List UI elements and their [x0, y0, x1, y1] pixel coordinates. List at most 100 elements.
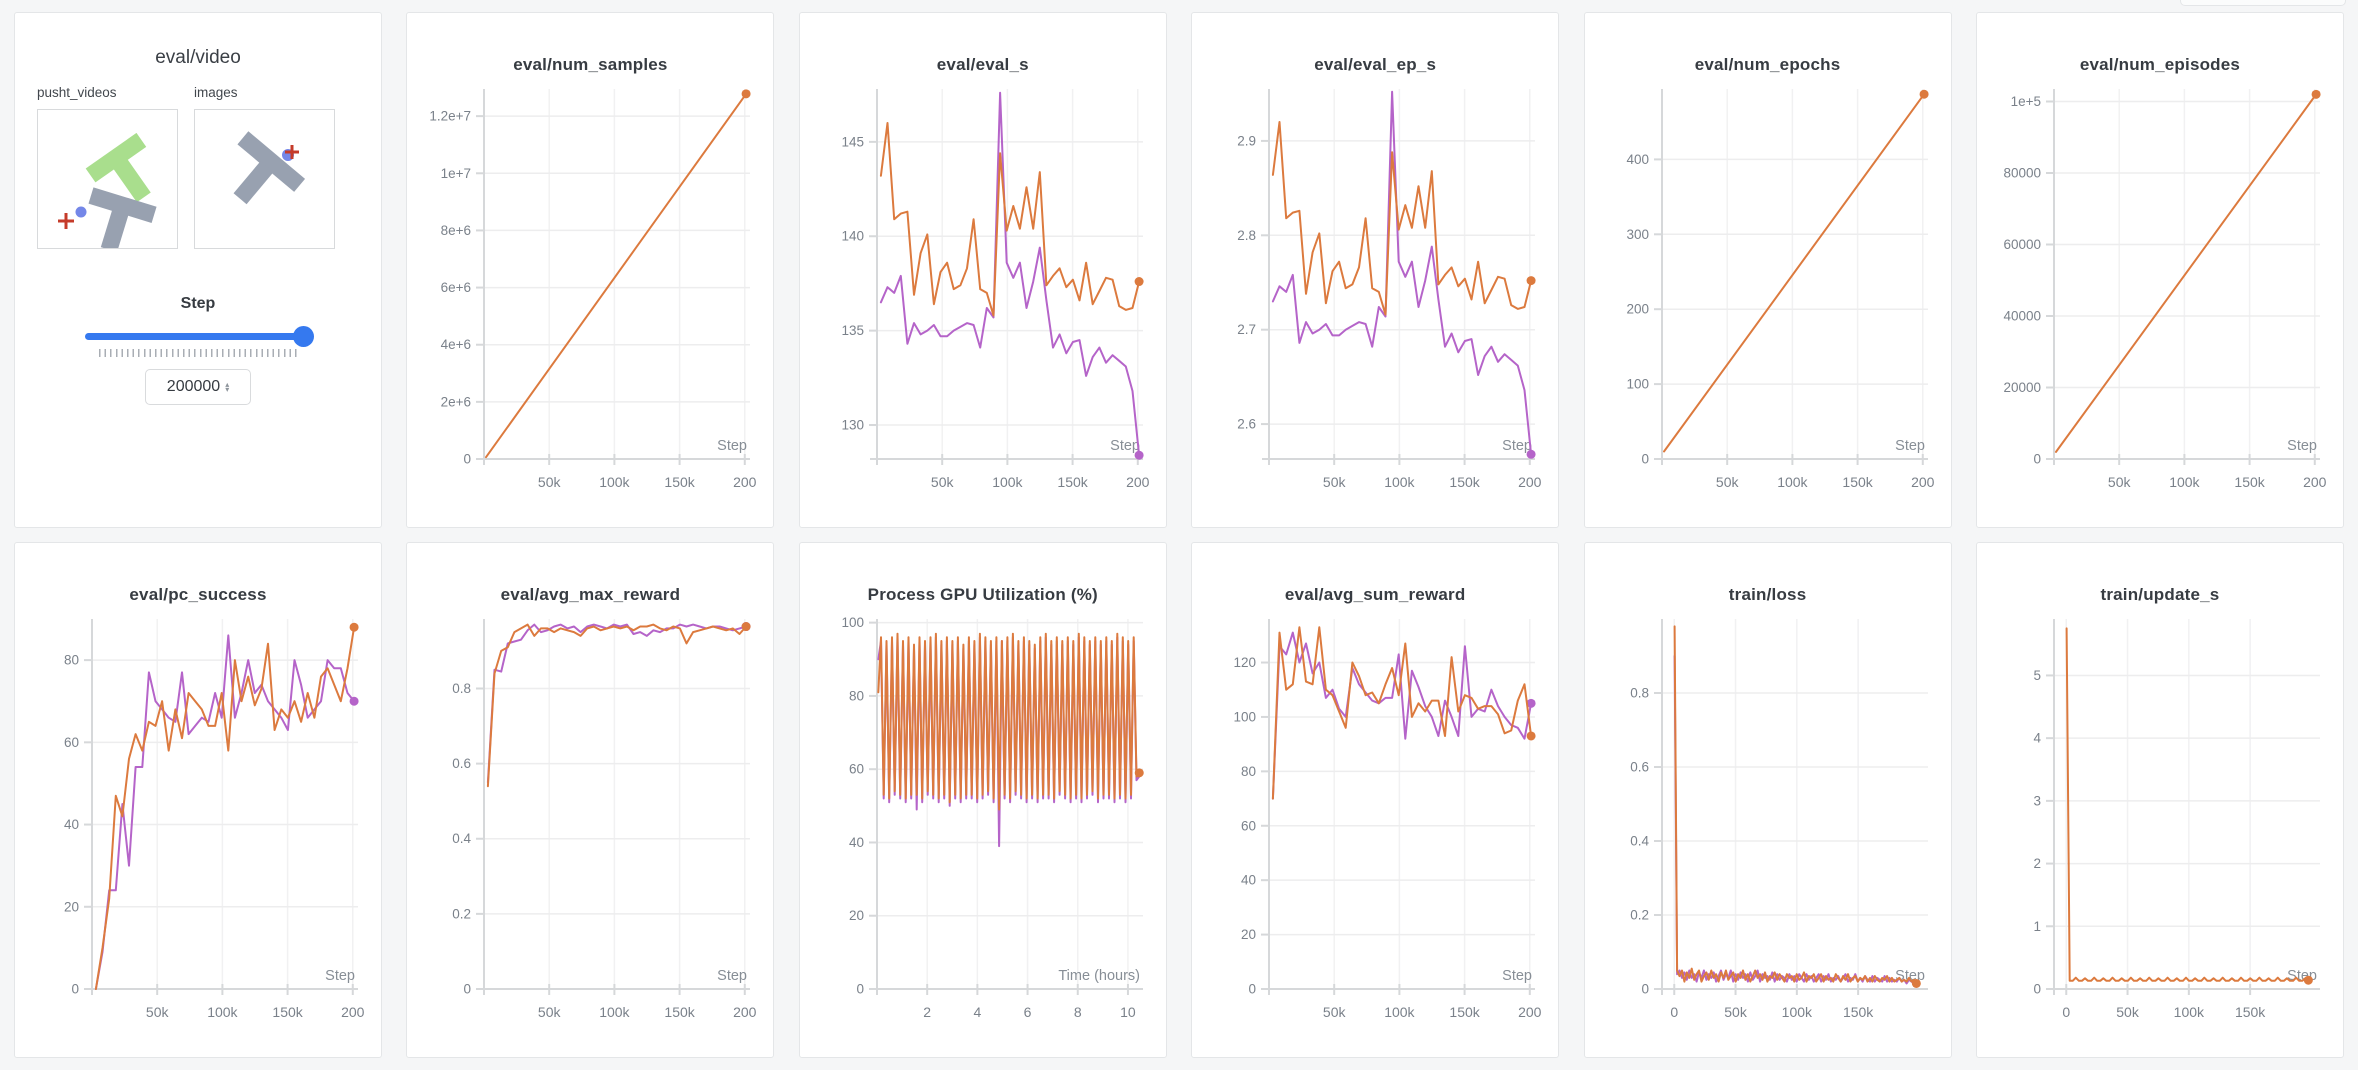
- svg-text:20000: 20000: [2003, 380, 2041, 395]
- panel-eval-pc-success[interactable]: eval/pc_success 0 20 40 60 80 50k 100k 150k 200 S…: [14, 542, 382, 1058]
- svg-text:20: 20: [1241, 927, 1256, 942]
- svg-text:60: 60: [64, 735, 79, 750]
- svg-text:0: 0: [2033, 982, 2041, 997]
- panel-eval-num-episodes[interactable]: eval/num_episodes 0 20000 40000 60000 80000 1…: [1975, 12, 2344, 528]
- panel-title: train/update_s: [2100, 585, 2220, 604]
- svg-text:2: 2: [923, 1004, 931, 1020]
- svg-text:60: 60: [1241, 818, 1256, 833]
- svg-text:0.8: 0.8: [453, 681, 472, 696]
- svg-text:50k: 50k: [146, 1004, 170, 1020]
- svg-text:2.9: 2.9: [1237, 133, 1256, 148]
- svg-text:200: 200: [2303, 474, 2327, 490]
- svg-text:50k: 50k: [931, 474, 955, 490]
- panel-title: eval/num_samples: [513, 55, 668, 74]
- svg-text:200: 200: [733, 1004, 757, 1020]
- video-thumbnail-pusht-videos[interactable]: [37, 109, 178, 253]
- svg-text:50k: 50k: [2116, 1004, 2140, 1020]
- panel-eval-num-samples[interactable]: eval/num_samples 0 2e+6 4e+6 6e+6 8e+6 1e+7 1.…: [406, 12, 775, 528]
- svg-text:1e+7: 1e+7: [441, 166, 471, 181]
- svg-text:0.4: 0.4: [1630, 834, 1649, 849]
- svg-text:2e+6: 2e+6: [441, 394, 471, 409]
- panel-eval-avg-max-reward[interactable]: eval/avg_max_reward 0 0.2 0.4 0.6 0.8 50k 100k…: [406, 542, 775, 1058]
- svg-text:120: 120: [1234, 655, 1257, 670]
- panel-eval-video[interactable]: eval/video pusht_videos: [14, 12, 382, 528]
- svg-text:1: 1: [2033, 919, 2041, 934]
- chart-eval-avg-max-reward[interactable]: 0 0.2 0.4 0.6 0.8 50k 100k 150k 200 Step: [418, 613, 762, 1049]
- svg-text:20: 20: [849, 908, 864, 923]
- svg-text:150k: 150k: [1057, 474, 1088, 490]
- svg-text:2.6: 2.6: [1237, 417, 1256, 432]
- svg-text:200: 200: [341, 1004, 365, 1020]
- svg-text:4e+6: 4e+6: [441, 337, 471, 352]
- svg-text:0: 0: [464, 452, 472, 467]
- panel-eval-eval-s[interactable]: eval/eval_s 130 135 140 145 50k 100k 150k 200 St…: [798, 12, 1167, 528]
- svg-text:150k: 150k: [2235, 1004, 2266, 1020]
- chart-eval-eval-ep-s[interactable]: 2.6 2.7 2.8 2.9 50k 100k 150k 200 Step: [1203, 83, 1547, 519]
- chart-eval-pc-success[interactable]: 0 20 40 60 80 50k 100k 150k 200 Step: [26, 613, 370, 1049]
- svg-text:2.7: 2.7: [1237, 322, 1256, 337]
- svg-text:150k: 150k: [1450, 1004, 1481, 1020]
- panel-title: eval/eval_s: [936, 55, 1029, 74]
- svg-text:8e+6: 8e+6: [441, 223, 471, 238]
- svg-text:140: 140: [841, 229, 864, 244]
- slider-track[interactable]: [85, 333, 307, 340]
- chart-eval-avg-sum-reward[interactable]: 0 20 40 60 80 100 120 50k 100k 150k 200 Step: [1203, 613, 1547, 1049]
- panel-eval-num-epochs[interactable]: eval/num_epochs 0 100 200 300 400 50k 100k 150k…: [1583, 12, 1952, 528]
- panel-eval-eval-ep-s[interactable]: eval/eval_ep_s 2.6 2.7 2.8 2.9 50k 100k 150k 20…: [1191, 12, 1560, 528]
- svg-text:3: 3: [2033, 793, 2041, 808]
- pusht-scene-image: [58, 132, 157, 253]
- chart-eval-num-samples[interactable]: 0 2e+6 4e+6 6e+6 8e+6 1e+7 1.2e+7 50k 100k 150k 20…: [418, 83, 762, 519]
- cropped-panel-fragment: [2180, 0, 2346, 6]
- media-caption: images: [194, 85, 238, 100]
- svg-text:Time (hours): Time (hours): [1058, 968, 1140, 984]
- svg-text:200: 200: [733, 474, 757, 490]
- svg-text:Step: Step: [2287, 438, 2317, 454]
- svg-text:1.2e+7: 1.2e+7: [430, 109, 472, 124]
- svg-text:0.6: 0.6: [453, 756, 472, 771]
- step-value[interactable]: 200000: [166, 378, 221, 395]
- svg-text:4: 4: [2033, 731, 2041, 746]
- svg-text:200: 200: [1626, 302, 1649, 317]
- svg-text:0: 0: [856, 982, 864, 997]
- panel-title: eval/avg_max_reward: [500, 585, 681, 604]
- svg-text:50k: 50k: [538, 474, 562, 490]
- svg-text:100k: 100k: [600, 474, 631, 490]
- svg-text:50k: 50k: [1323, 474, 1347, 490]
- media-caption: pusht_videos: [37, 85, 117, 100]
- panel-train-update-s[interactable]: train/update_s 0 1 2 3 4 5 0 50k 100k 150k Step: [1975, 542, 2344, 1058]
- svg-text:200: 200: [1911, 474, 1935, 490]
- svg-text:150k: 150k: [665, 474, 696, 490]
- chart-eval-eval-s[interactable]: 130 135 140 145 50k 100k 150k 200 Step: [811, 83, 1155, 519]
- step-number-input[interactable]: 200000 ▴ ▾: [145, 369, 251, 405]
- svg-text:40: 40: [1241, 873, 1256, 888]
- chart-eval-num-episodes[interactable]: 0 20000 40000 60000 80000 1e+5 50k 100k 150k 200 S…: [1988, 83, 2332, 519]
- chart-gpu-utilization[interactable]: 0 20 40 60 80 100 2 4 6 8 10 Time (hours): [811, 613, 1155, 1049]
- video-thumbnail-images[interactable]: [194, 109, 335, 249]
- svg-text:300: 300: [1626, 227, 1649, 242]
- svg-text:0: 0: [71, 982, 79, 997]
- svg-text:Step: Step: [1502, 438, 1532, 454]
- svg-text:50k: 50k: [1715, 474, 1739, 490]
- images-scene-image: [233, 131, 306, 205]
- svg-text:100k: 100k: [992, 474, 1023, 490]
- panel-eval-avg-sum-reward[interactable]: eval/avg_sum_reward 0 20 40 60 80 100 120 50k 10…: [1191, 542, 1560, 1058]
- panel-title: eval/num_epochs: [1694, 55, 1841, 74]
- step-slider[interactable]: [85, 326, 314, 347]
- svg-text:40: 40: [849, 835, 864, 850]
- svg-text:6: 6: [1023, 1004, 1031, 1020]
- svg-text:2: 2: [2033, 856, 2041, 871]
- svg-text:0: 0: [1670, 1004, 1678, 1020]
- panel-gpu-utilization[interactable]: Process GPU Utilization (%) 0 20 40 60 80 100…: [798, 542, 1167, 1058]
- svg-text:100k: 100k: [1781, 1004, 1812, 1020]
- svg-text:0: 0: [1641, 452, 1649, 467]
- svg-text:150k: 150k: [2234, 474, 2265, 490]
- svg-text:135: 135: [841, 323, 864, 338]
- svg-text:8: 8: [1074, 1004, 1082, 1020]
- agent-dot: [75, 206, 87, 218]
- slider-thumb[interactable]: [293, 326, 314, 347]
- chart-eval-num-epochs[interactable]: 0 100 200 300 400 50k 100k 150k 200 Step: [1596, 83, 1940, 519]
- panel-train-loss[interactable]: train/loss 0 0.2 0.4 0.6 0.8 0 50k 100k 150k Step: [1583, 542, 1952, 1058]
- stepper-arrows-icon[interactable]: ▴ ▾: [225, 379, 230, 394]
